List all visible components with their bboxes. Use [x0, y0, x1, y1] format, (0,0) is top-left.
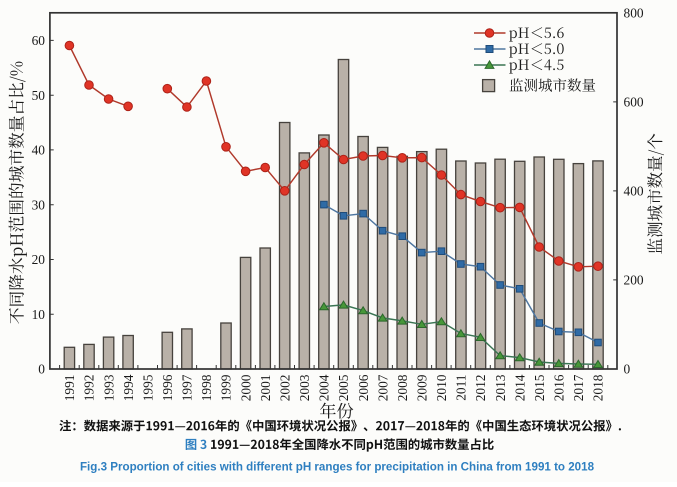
svg-text:1997: 1997	[180, 374, 195, 401]
svg-text:2015: 2015	[532, 374, 547, 401]
svg-text:1995: 1995	[140, 374, 155, 401]
svg-text:2000: 2000	[238, 374, 253, 401]
svg-text:2005: 2005	[336, 374, 351, 401]
svg-text:1994: 1994	[121, 374, 136, 401]
svg-text:2014: 2014	[512, 374, 527, 401]
svg-text:1991: 1991	[62, 375, 77, 402]
svg-text:10: 10	[32, 307, 46, 322]
svg-text:1999: 1999	[219, 374, 234, 401]
svg-text:2002: 2002	[277, 375, 292, 402]
svg-text:1996: 1996	[160, 374, 175, 401]
svg-text:2001: 2001	[258, 375, 273, 402]
svg-text:2017: 2017	[571, 374, 586, 401]
svg-text:1992: 1992	[82, 375, 97, 402]
svg-text:0: 0	[38, 362, 45, 377]
svg-text:2016: 2016	[552, 374, 567, 401]
svg-text:200: 200	[624, 273, 644, 288]
svg-text:2010: 2010	[434, 374, 449, 401]
svg-text:20: 20	[32, 252, 46, 267]
svg-text:2004: 2004	[317, 374, 332, 401]
svg-text:2006: 2006	[356, 374, 371, 401]
svg-text:2003: 2003	[297, 374, 312, 401]
svg-text:50: 50	[32, 88, 46, 103]
svg-text:Fig.3 Proportion of cities wit: Fig.3 Proportion of cities with differen…	[80, 460, 595, 473]
svg-text:400: 400	[624, 184, 644, 199]
svg-text:30: 30	[32, 197, 46, 212]
svg-text:1998: 1998	[199, 374, 214, 401]
svg-text:1993: 1993	[101, 374, 116, 401]
svg-text:2007: 2007	[375, 374, 390, 401]
svg-text:2012: 2012	[473, 375, 488, 402]
svg-text:2011: 2011	[454, 375, 469, 401]
svg-text:600: 600	[624, 95, 644, 110]
svg-text:800: 800	[624, 6, 644, 21]
svg-text:40: 40	[32, 143, 46, 158]
svg-text:2009: 2009	[415, 374, 430, 401]
svg-text:2013: 2013	[493, 374, 508, 401]
svg-text:60: 60	[32, 33, 46, 48]
svg-text:0: 0	[624, 362, 631, 377]
svg-text:2008: 2008	[395, 374, 410, 401]
svg-text:2018: 2018	[591, 374, 606, 401]
